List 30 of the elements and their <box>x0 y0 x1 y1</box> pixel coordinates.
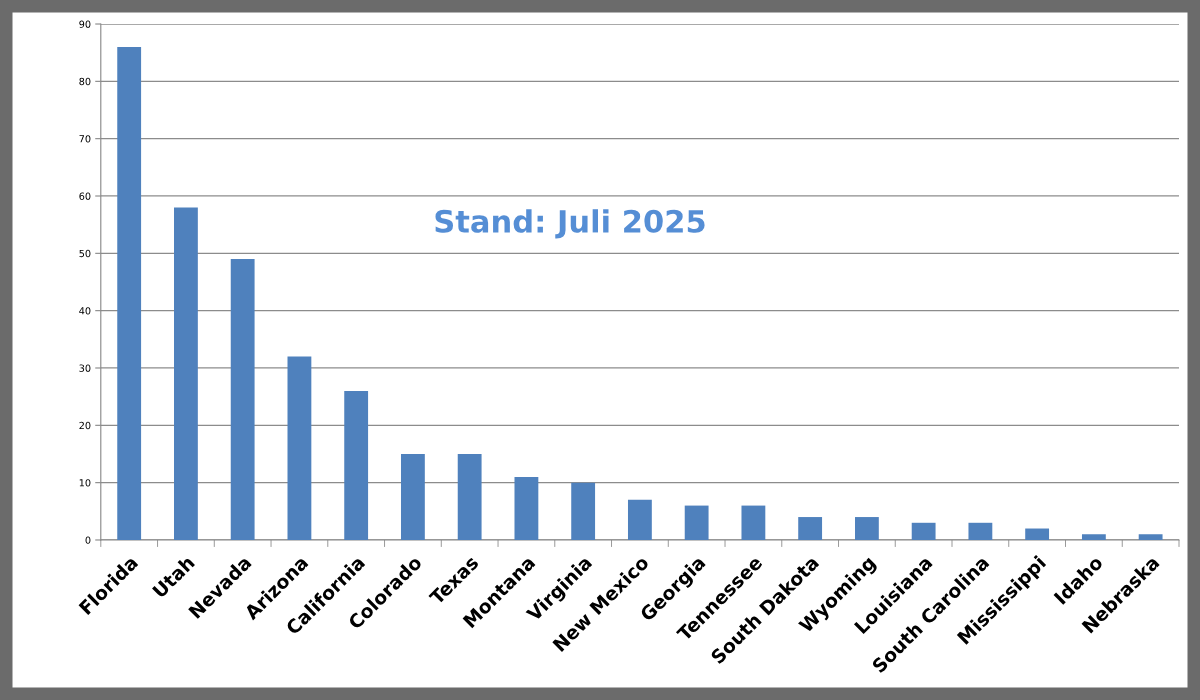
y-tick-label: 0 <box>85 536 91 544</box>
bar <box>684 505 709 540</box>
bar <box>627 499 652 540</box>
bar <box>854 517 879 540</box>
bar <box>1138 534 1163 540</box>
y-tick-label: 60 <box>79 192 91 200</box>
bar <box>457 453 482 540</box>
y-tick-label: 20 <box>79 421 91 430</box>
bar <box>344 390 369 540</box>
y-tick-label: 50 <box>79 249 91 258</box>
bar <box>174 207 198 540</box>
bar <box>1025 528 1050 540</box>
y-tick-label: 30 <box>79 364 91 372</box>
y-tick-label: 10 <box>79 479 91 487</box>
bar <box>798 517 823 540</box>
bar <box>1081 534 1106 540</box>
y-tick-label: 80 <box>79 77 91 86</box>
bar <box>514 476 539 540</box>
bar <box>741 505 766 540</box>
y-tick-label: 40 <box>79 307 91 315</box>
bar <box>968 522 993 540</box>
bar <box>117 46 142 540</box>
annotation: Stand: Juli 2025 <box>435 209 705 239</box>
bar <box>400 453 425 540</box>
bar <box>287 356 312 540</box>
bar <box>230 259 255 540</box>
y-tick-label: 70 <box>79 135 91 143</box>
bar <box>911 522 936 540</box>
bar <box>571 482 596 540</box>
y-tick-label: 90 <box>79 20 91 28</box>
